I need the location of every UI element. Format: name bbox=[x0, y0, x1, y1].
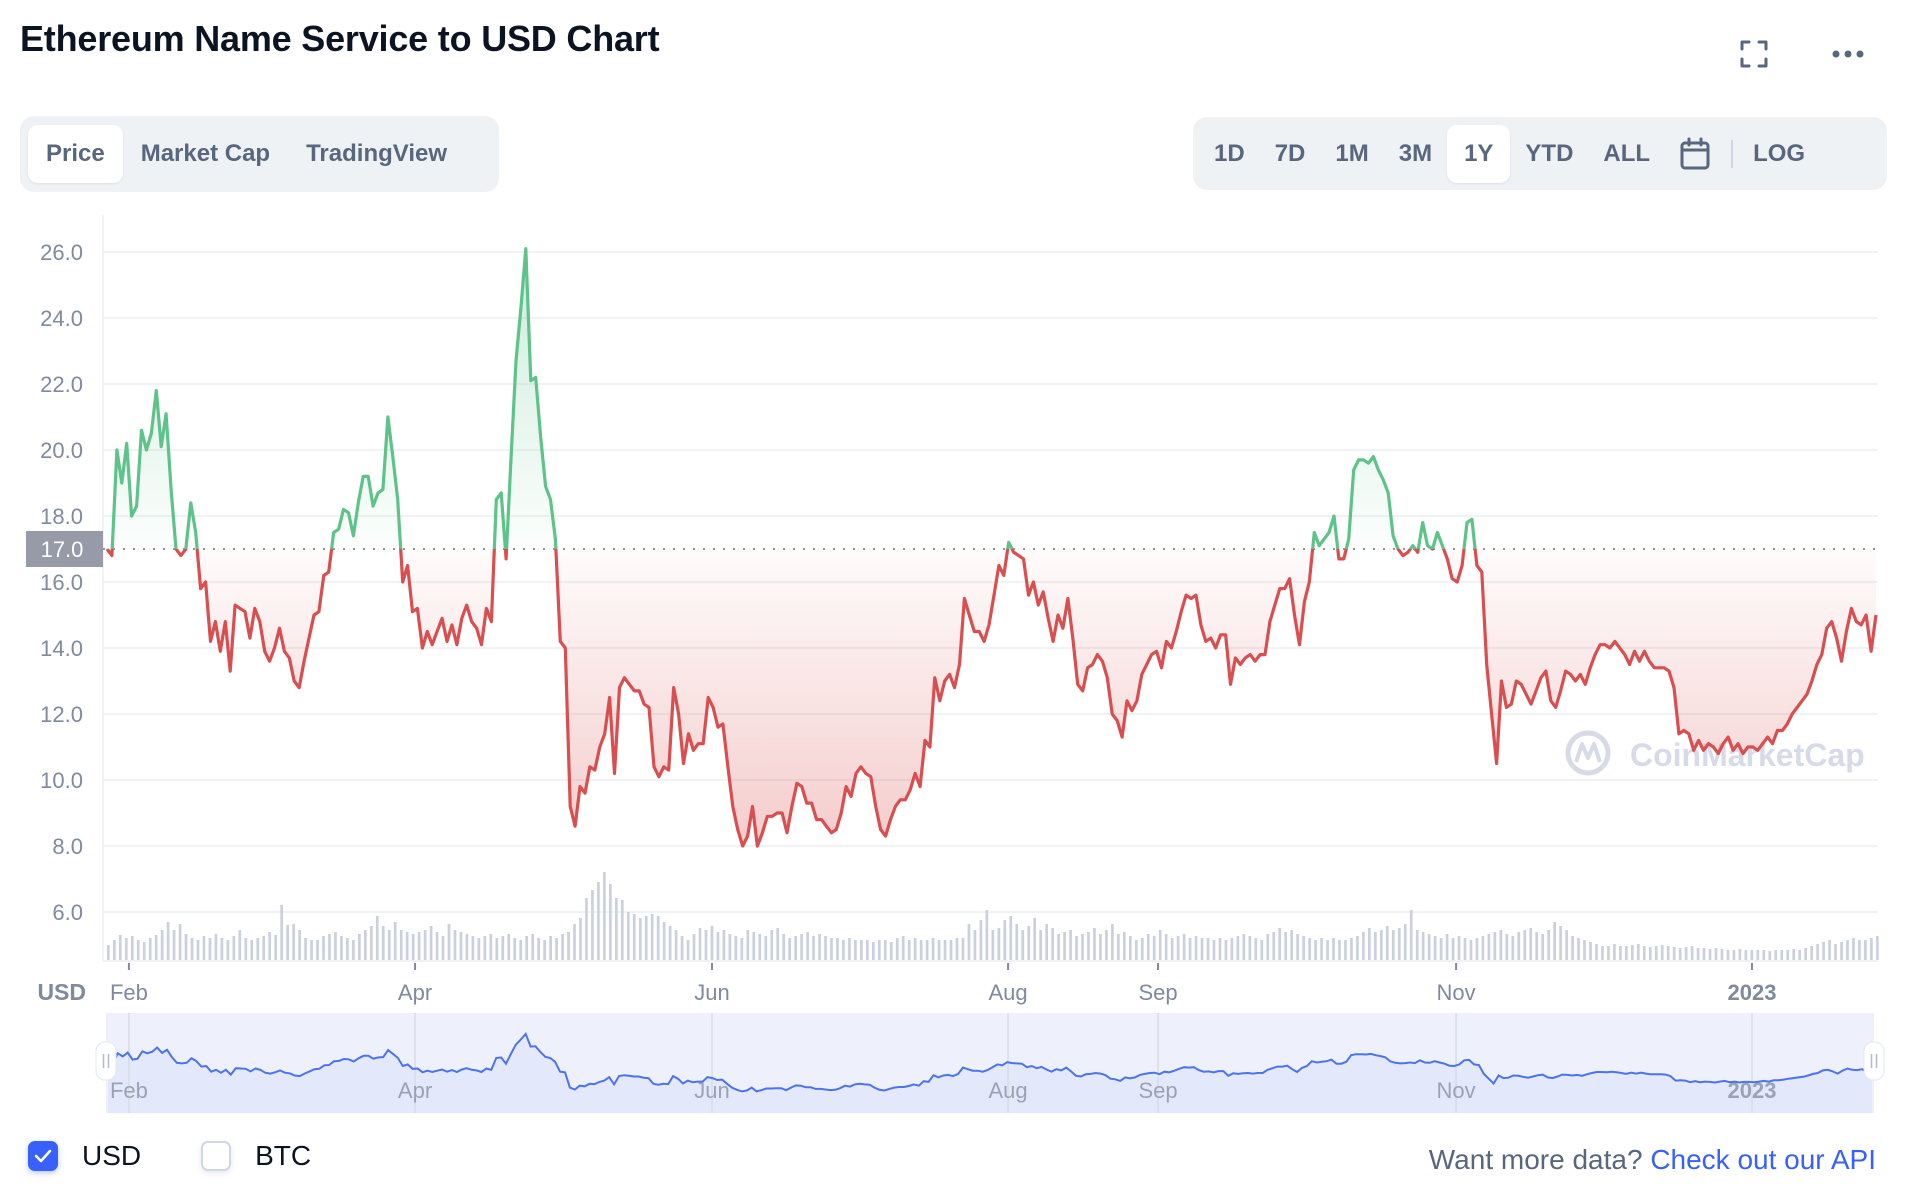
tab-price[interactable]: Price bbox=[28, 125, 123, 183]
api-promo: Want more data? Check out our API bbox=[1429, 1144, 1876, 1176]
svg-text:Feb: Feb bbox=[110, 1078, 148, 1103]
range-1m[interactable]: 1M bbox=[1335, 139, 1369, 167]
navigator-right-handle[interactable] bbox=[1863, 1041, 1885, 1081]
chart-type-tabs: Price Market Cap TradingView bbox=[20, 116, 499, 192]
tab-tradingview[interactable]: TradingView bbox=[306, 140, 448, 167]
checkmark-icon bbox=[34, 1149, 52, 1163]
price-line bbox=[105, 247, 1878, 848]
svg-text:22.0: 22.0 bbox=[40, 372, 83, 397]
svg-text:Sep: Sep bbox=[1138, 1078, 1177, 1103]
navigator-left-handle[interactable] bbox=[95, 1041, 117, 1081]
range-navigator[interactable]: Feb Apr Jun Aug Sep Nov 2023 bbox=[95, 1013, 1885, 1113]
svg-text:18.0: 18.0 bbox=[40, 504, 83, 529]
svg-text:Sep: Sep bbox=[1138, 980, 1177, 1005]
volume-bars bbox=[107, 872, 1879, 960]
svg-text:Aug: Aug bbox=[988, 1078, 1027, 1103]
svg-text:USD: USD bbox=[37, 979, 86, 1005]
svg-text:Aug: Aug bbox=[988, 980, 1027, 1005]
price-chart[interactable]: 6.0 8.0 10.0 12.0 14.0 16.0 18.0 20.0 22.0 24.0 26… bbox=[0, 200, 1906, 1140]
range-1d[interactable]: 1D bbox=[1214, 139, 1245, 167]
svg-text:Jun: Jun bbox=[694, 980, 729, 1005]
range-ytd[interactable]: YTD bbox=[1525, 139, 1574, 167]
svg-text:17.0: 17.0 bbox=[41, 537, 84, 562]
divider bbox=[1731, 139, 1734, 168]
calendar-icon bbox=[1680, 137, 1710, 169]
price-area bbox=[107, 248, 1876, 846]
svg-text:6.0: 6.0 bbox=[52, 900, 83, 925]
date-range-picker-button[interactable] bbox=[1665, 125, 1725, 183]
svg-text:26.0: 26.0 bbox=[40, 240, 83, 265]
range-7d[interactable]: 7D bbox=[1274, 139, 1306, 167]
svg-text:Nov: Nov bbox=[1437, 1078, 1476, 1103]
svg-text:Feb: Feb bbox=[110, 980, 148, 1005]
svg-text:10.0: 10.0 bbox=[40, 768, 83, 793]
svg-text:20.0: 20.0 bbox=[40, 438, 83, 463]
svg-text:12.0: 12.0 bbox=[40, 702, 83, 727]
api-prompt-text: Want more data? bbox=[1428, 1144, 1643, 1175]
svg-text:14.0: 14.0 bbox=[40, 636, 83, 661]
range-1y[interactable]: 1Y bbox=[1447, 124, 1511, 183]
svg-text:24.0: 24.0 bbox=[40, 306, 83, 331]
more-options-button[interactable] bbox=[1828, 36, 1868, 72]
y-axis: 6.0 8.0 10.0 12.0 14.0 16.0 18.0 20.0 22.0 24.0 26… bbox=[40, 240, 83, 925]
range-3m[interactable]: 3M bbox=[1398, 139, 1433, 167]
expand-corners-icon bbox=[1740, 40, 1768, 68]
currency-legend: USD BTC bbox=[28, 1140, 371, 1172]
svg-text:Apr: Apr bbox=[398, 980, 432, 1005]
time-range-tabs: 1D 7D 1M 3M 1Y YTD ALL LOG bbox=[1193, 117, 1887, 190]
usd-label: USD bbox=[82, 1140, 142, 1171]
svg-text:Apr: Apr bbox=[398, 1078, 432, 1103]
fullscreen-button[interactable] bbox=[1734, 36, 1774, 72]
svg-text:16.0: 16.0 bbox=[40, 570, 83, 595]
price-chart-svg: 6.0 8.0 10.0 12.0 14.0 16.0 18.0 20.0 22.0 24.0 26… bbox=[26, 215, 1885, 1113]
page-title: Ethereum Name Service to USD Chart bbox=[20, 18, 660, 59]
svg-text:8.0: 8.0 bbox=[52, 834, 83, 859]
api-link[interactable]: Check out our API bbox=[1650, 1144, 1876, 1175]
x-axis: USD Feb Apr Jun Aug Sep Nov 2023 bbox=[37, 963, 1776, 1005]
svg-text:Nov: Nov bbox=[1437, 980, 1476, 1005]
range-all[interactable]: ALL bbox=[1603, 139, 1651, 167]
more-horizontal-icon bbox=[1832, 50, 1864, 58]
log-scale-toggle[interactable]: LOG bbox=[1753, 139, 1806, 167]
reference-line: 17.0 bbox=[26, 531, 1878, 567]
svg-text:2023: 2023 bbox=[1727, 980, 1776, 1005]
tab-market-cap[interactable]: Market Cap bbox=[140, 140, 271, 167]
usd-checkbox[interactable] bbox=[28, 1141, 58, 1171]
btc-checkbox[interactable] bbox=[201, 1141, 232, 1171]
btc-label: BTC bbox=[255, 1140, 312, 1171]
